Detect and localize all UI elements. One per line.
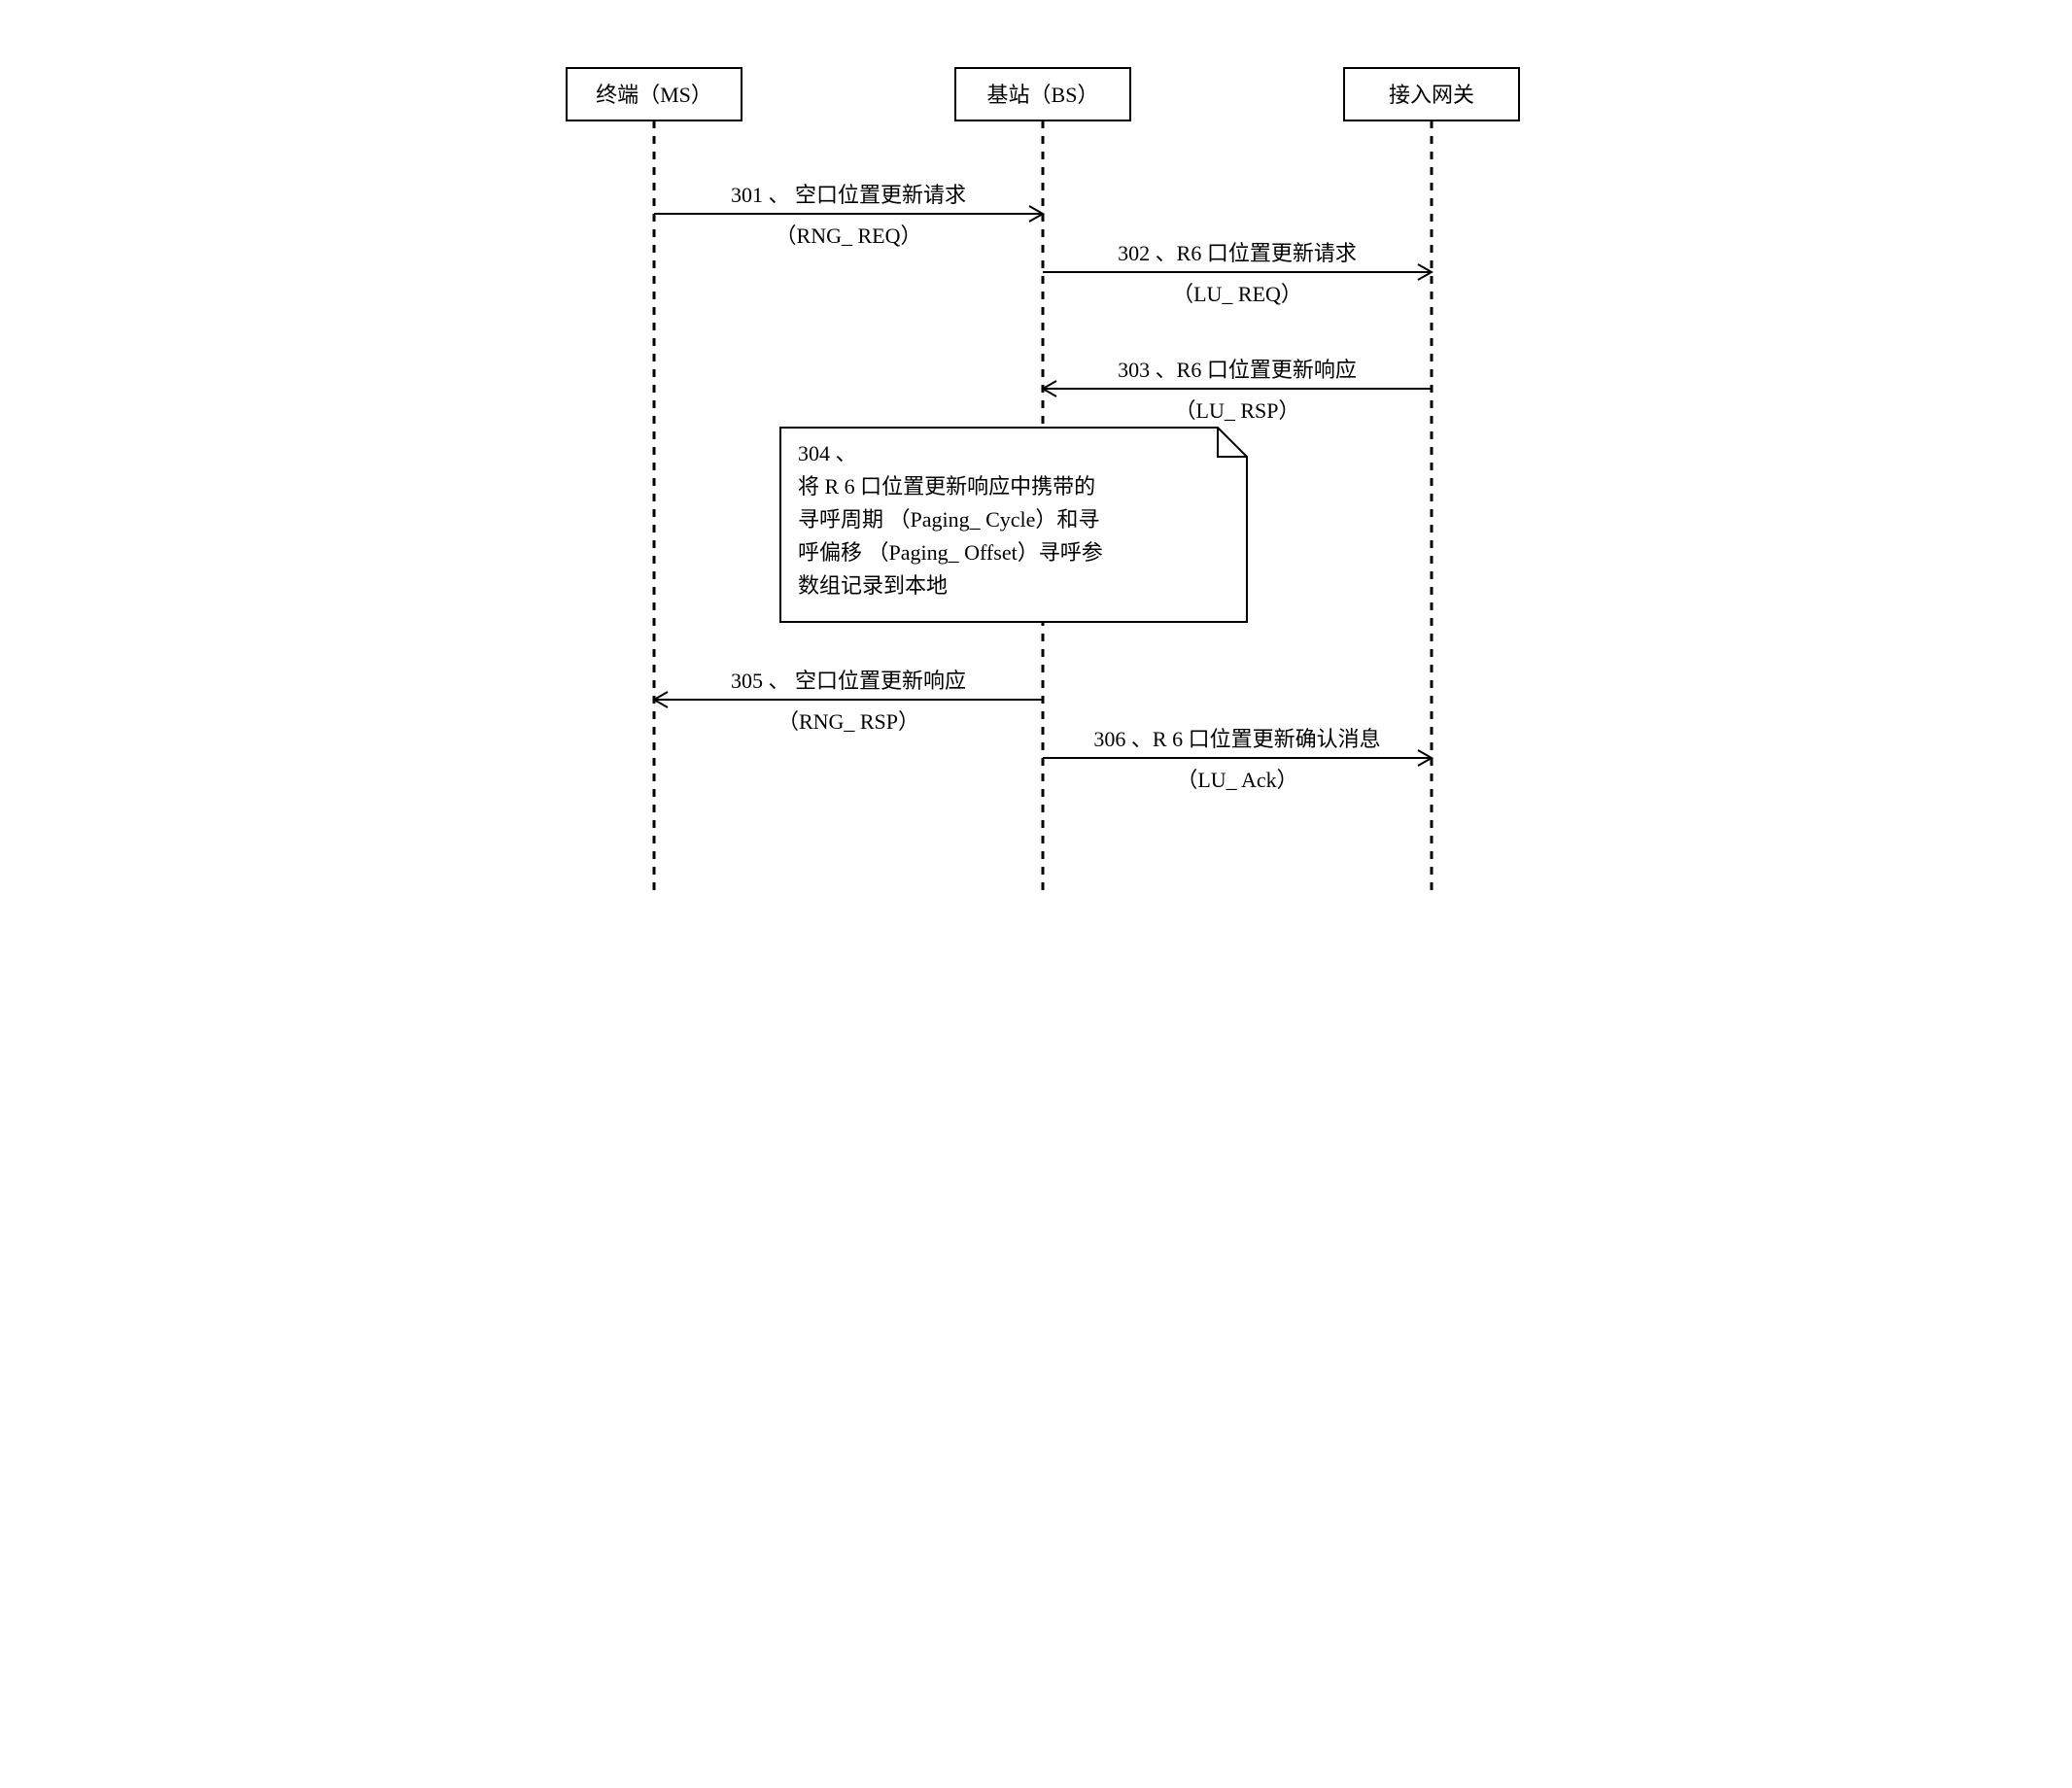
participant-label-ms: 终端（MS） — [596, 83, 712, 107]
sequence-diagram: 终端（MS） 基站（BS） 接入网关 301 、 空口位置更新请求 （RNG_ REQ）… — [518, 19, 1554, 913]
message-label-bottom-m302: （LU_ REQ） — [1172, 282, 1302, 306]
participant-label-gw: 接入网关 — [1389, 83, 1474, 107]
note-line-n304-0: 304 、 — [798, 441, 857, 465]
participant-label-bs: 基站（BS） — [987, 83, 1099, 107]
message-label-top-m306: 306 、R 6 口位置更新确认消息 — [1093, 727, 1380, 751]
message-label-bottom-m306: （LU_ Ack） — [1176, 768, 1297, 792]
message-label-top-m305: 305 、 空口位置更新响应 — [731, 669, 966, 693]
message-label-top-m301: 301 、 空口位置更新请求 — [731, 183, 966, 207]
message-label-bottom-m301: （RNG_ REQ） — [776, 224, 922, 248]
note-line-n304-4: 数组记录到本地 — [798, 573, 948, 598]
note-line-n304-1: 将 R 6 口位置更新响应中携带的 — [798, 474, 1095, 499]
message-label-bottom-m305: （RNG_ RSP） — [777, 709, 919, 734]
note-line-n304-2: 寻呼周期 （Paging_ Cycle）和寻 — [798, 507, 1099, 532]
message-label-bottom-m303: （LU_ RSP） — [1175, 398, 1300, 423]
message-label-top-m302: 302 、R6 口位置更新请求 — [1118, 241, 1357, 265]
message-label-top-m303: 303 、R6 口位置更新响应 — [1118, 358, 1357, 382]
note-line-n304-3: 呼偏移 （Paging_ Offset）寻呼参 — [798, 540, 1103, 565]
